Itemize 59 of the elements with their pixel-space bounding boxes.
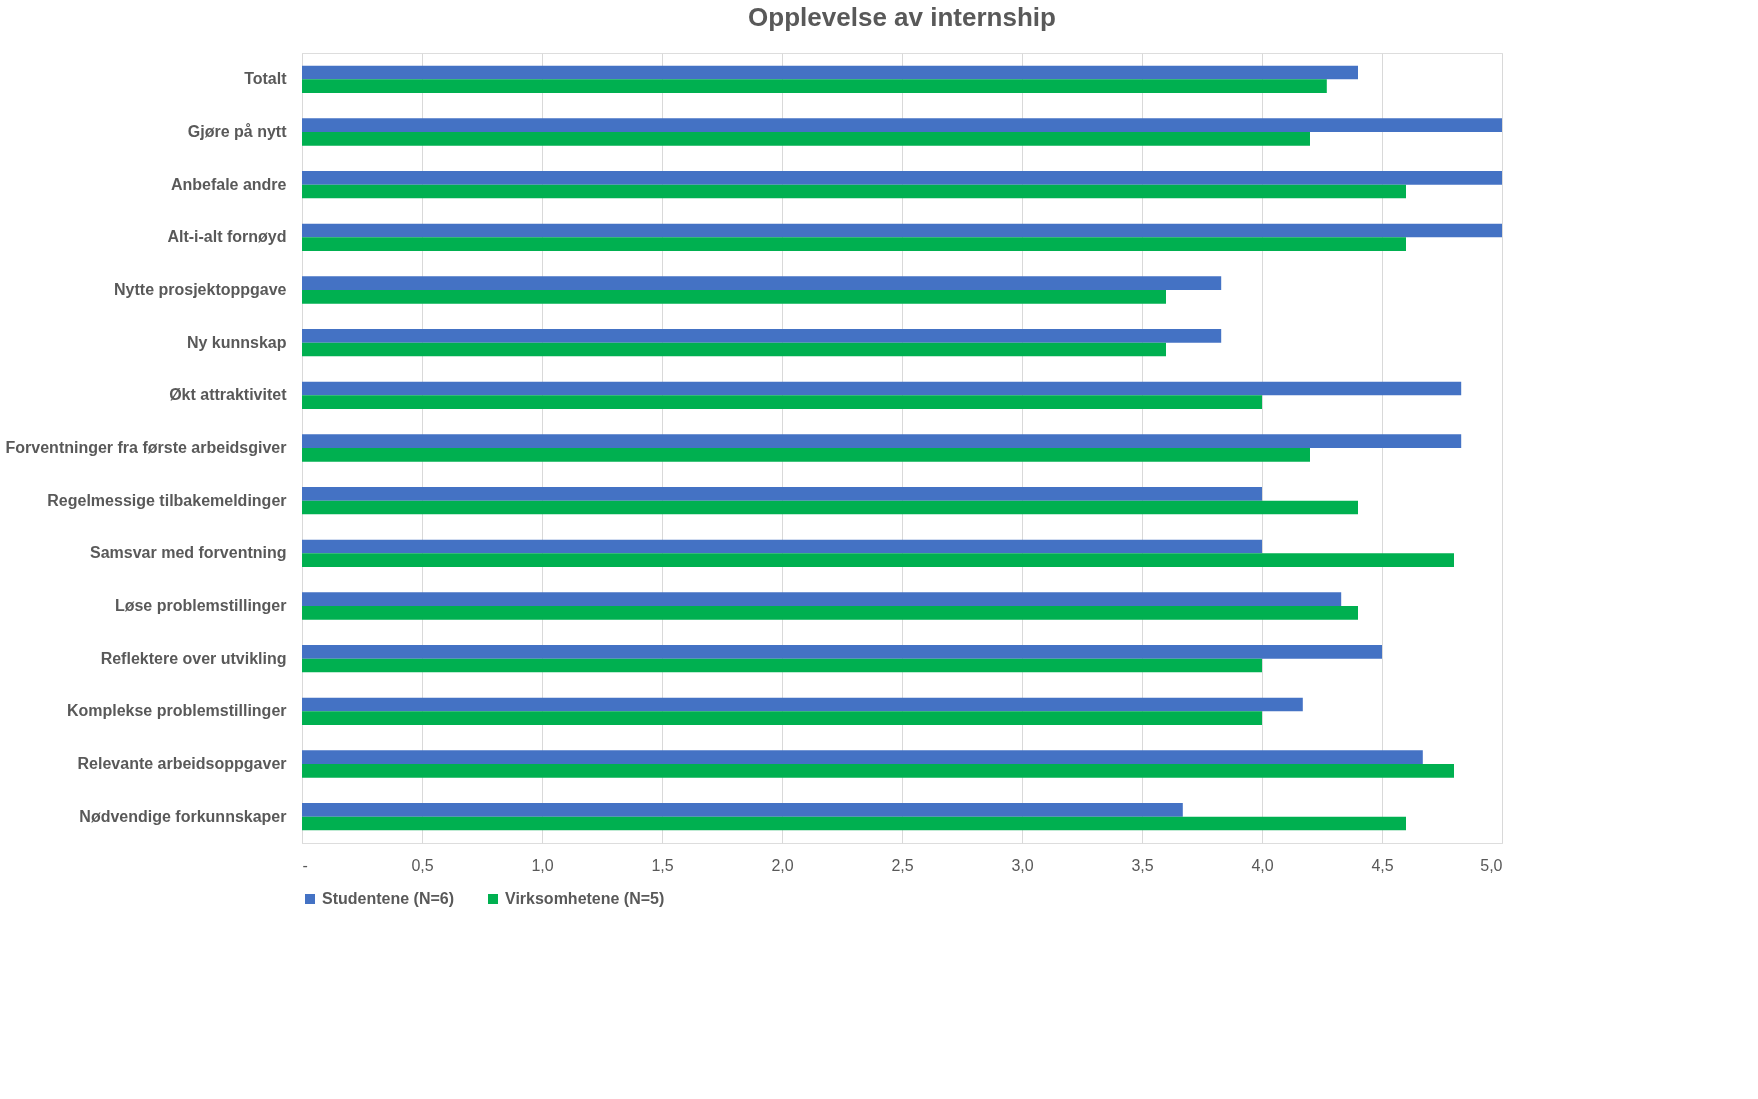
x-tick-label: 0,5 xyxy=(411,856,434,874)
y-tick-label: Ny kunnskap xyxy=(186,333,287,351)
x-tick-label: 4,0 xyxy=(1251,856,1274,874)
y-tick-label: Løse problemstillinger xyxy=(114,597,287,614)
bar xyxy=(302,434,1462,448)
bar xyxy=(302,65,1358,80)
x-tick-label: 1,5 xyxy=(651,856,674,874)
x-tick-label: 2,0 xyxy=(771,856,794,874)
x-tick-label: - xyxy=(302,856,308,874)
y-tick-label: Reflektere over utvikling xyxy=(100,649,287,667)
bar xyxy=(302,816,1406,831)
y-tick-label: Gjøre på nytt xyxy=(187,123,288,140)
bar xyxy=(302,697,1303,712)
bar xyxy=(302,750,1423,764)
y-tick-label: Anbefale andre xyxy=(170,175,287,193)
bar xyxy=(302,276,1222,290)
bar xyxy=(302,658,1262,673)
bar xyxy=(302,764,1454,778)
bar xyxy=(302,118,1502,132)
x-tick-label: 3,5 xyxy=(1131,856,1154,874)
bar xyxy=(302,448,1310,462)
bar xyxy=(302,223,1502,238)
bar xyxy=(302,170,1502,185)
bar xyxy=(302,328,1222,343)
bar xyxy=(302,711,1262,726)
legend-label: Studentene (N=6) xyxy=(322,890,455,907)
y-tick-label: Alt-i-alt fornøyd xyxy=(167,228,287,246)
bar xyxy=(302,486,1262,501)
bar xyxy=(302,539,1262,554)
bar xyxy=(302,381,1462,396)
y-tick-label: Regelmessige tilbakemeldinger xyxy=(47,491,287,509)
y-tick-label: Samsvar med forventning xyxy=(90,544,287,562)
chart-title: Opplevelse av internship xyxy=(748,2,1056,32)
y-tick-label: Forventninger fra første arbeidsgiver xyxy=(5,439,287,456)
bar xyxy=(302,290,1166,304)
bar xyxy=(302,592,1342,606)
x-tick-label: 2,5 xyxy=(891,856,914,874)
legend-label: Virksomhetene (N=5) xyxy=(505,890,665,907)
bar xyxy=(302,606,1358,620)
y-tick-label: Totalt xyxy=(244,70,288,88)
bar xyxy=(302,500,1358,515)
bar xyxy=(302,342,1166,357)
bar xyxy=(302,802,1183,817)
bar xyxy=(302,79,1327,94)
bar xyxy=(302,132,1310,146)
bar xyxy=(302,184,1406,199)
x-tick-label: 4,5 xyxy=(1371,856,1394,874)
bar xyxy=(302,237,1406,252)
bar xyxy=(302,553,1454,568)
bar xyxy=(302,644,1382,659)
x-tick-label: 5,0 xyxy=(1480,856,1503,874)
y-tick-label: Nødvendige forkunnskaper xyxy=(79,807,287,825)
x-tick-label: 3,0 xyxy=(1011,856,1034,874)
y-tick-label: Nytte prosjektoppgave xyxy=(114,281,287,298)
y-tick-label: Komplekse problemstillinger xyxy=(66,702,287,720)
x-tick-label: 1,0 xyxy=(531,856,554,874)
bar xyxy=(302,395,1262,410)
y-tick-label: Økt attraktivitet xyxy=(169,386,288,404)
y-tick-label: Relevante arbeidsoppgaver xyxy=(77,755,287,772)
